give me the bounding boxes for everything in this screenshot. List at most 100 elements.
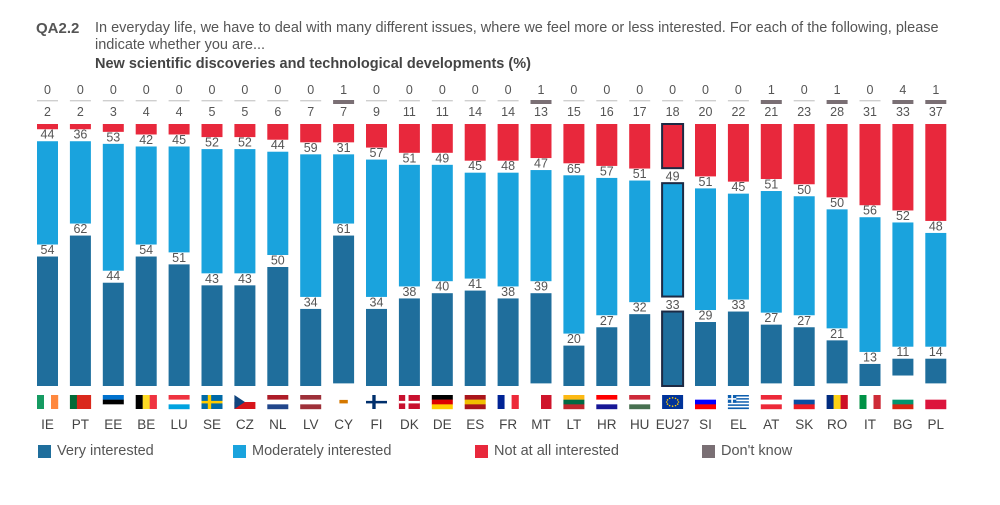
- very-bar-bg: [892, 358, 914, 376]
- flag-dk-icon: [398, 395, 420, 409]
- dontknow-mark-nl: [267, 100, 289, 102]
- moderately-bar-pl: [925, 232, 947, 347]
- category-label-de: DE: [433, 417, 452, 432]
- not-bar-nl: [267, 124, 289, 140]
- stacked-bar-chart: 024454IE023662PT035344EE044254BE044551LU…: [37, 83, 947, 432]
- very-label-lu: 51: [172, 251, 186, 265]
- very-bar-nl: [267, 267, 289, 386]
- dontknow-label-hr: 0: [603, 83, 610, 97]
- moderately-bar-de: [431, 164, 453, 282]
- dontknow-mark-hu: [629, 100, 651, 102]
- category-label-ro: RO: [827, 417, 847, 432]
- moderately-label-pt: 36: [73, 128, 87, 142]
- dontknow-mark-be: [135, 100, 157, 102]
- very-bar-ie: [37, 256, 58, 386]
- moderately-label-bg: 52: [896, 209, 910, 223]
- moderately-bar-pt: [69, 141, 91, 224]
- moderately-label-lu: 45: [172, 133, 186, 147]
- moderately-bar-cz: [234, 149, 256, 274]
- flag-el-icon: [727, 395, 749, 410]
- flag-fr-icon: [497, 395, 519, 409]
- flag-ee-icon: [102, 395, 124, 410]
- category-label-fi: FI: [371, 417, 383, 432]
- dontknow-mark-dk: [398, 100, 420, 102]
- category-label-dk: DK: [400, 417, 419, 432]
- category-label-mt: MT: [531, 417, 551, 432]
- flag-cz-icon: [234, 395, 256, 409]
- dontknow-mark-ie: [37, 100, 58, 102]
- very-label-dk: 38: [402, 285, 416, 299]
- very-bar-mt: [530, 293, 552, 384]
- very-bar-hu: [629, 314, 651, 386]
- moderately-label-sk: 50: [797, 183, 811, 197]
- flag-de-icon: [431, 395, 453, 410]
- dontknow-mark-eu27: [662, 100, 684, 102]
- very-bar-cy: [333, 235, 355, 384]
- not-bar-pl: [925, 124, 947, 221]
- category-label-pl: PL: [928, 417, 945, 432]
- not-bar-fr: [497, 124, 519, 161]
- very-bar-si: [695, 322, 716, 386]
- dontknow-label-eu27: 0: [669, 83, 676, 97]
- dontknow-mark-cz: [234, 100, 256, 102]
- not-label-mt: 13: [534, 105, 548, 119]
- moderately-bar-be: [135, 146, 157, 245]
- moderately-bar-cy: [333, 154, 355, 224]
- dontknow-label-cy: 1: [340, 83, 347, 97]
- very-bar-be: [135, 256, 157, 386]
- moderately-bar-hr: [596, 177, 618, 316]
- moderately-bar-eu27: [661, 182, 685, 298]
- very-bar-lv: [300, 308, 322, 386]
- very-label-ie: 54: [41, 243, 55, 257]
- not-label-cz: 5: [241, 105, 248, 119]
- dontknow-mark-fr: [497, 100, 519, 102]
- legend-label-very: Very interested: [57, 443, 154, 459]
- not-label-lu: 4: [176, 105, 183, 119]
- not-label-dk: 11: [403, 105, 416, 119]
- moderately-label-ie: 44: [41, 128, 55, 142]
- not-label-nl: 6: [274, 105, 281, 119]
- not-bar-lu: [168, 124, 190, 135]
- not-bar-be: [135, 124, 157, 135]
- category-label-bg: BG: [893, 417, 913, 432]
- dontknow-label-nl: 0: [274, 83, 281, 97]
- moderately-bar-si: [695, 188, 716, 311]
- dontknow-label-ro: 1: [834, 83, 841, 97]
- legend-swatch-very: [38, 444, 51, 458]
- very-label-fi: 34: [370, 295, 384, 309]
- not-bar-lv: [300, 124, 322, 143]
- category-label-se: SE: [203, 417, 221, 432]
- dontknow-label-fr: 0: [505, 83, 512, 97]
- not-bar-si: [695, 124, 716, 177]
- very-bar-fi: [366, 308, 387, 386]
- moderately-label-es: 45: [468, 159, 482, 173]
- flag-pl-icon: [925, 395, 947, 410]
- moderately-bar-fr: [497, 172, 519, 287]
- dontknow-label-bg: 4: [899, 83, 906, 97]
- not-bar-se: [201, 124, 223, 138]
- dontknow-mark-ro: [826, 100, 848, 104]
- flag-it-icon: [859, 395, 881, 409]
- moderately-bar-at: [760, 191, 782, 313]
- legend-item-dontknow: Don't know: [702, 443, 792, 459]
- dontknow-mark-it: [859, 100, 881, 102]
- flag-si-icon: [695, 395, 716, 410]
- moderately-bar-se: [201, 149, 223, 274]
- very-bar-ro: [826, 340, 848, 384]
- not-label-bg: 33: [896, 105, 910, 119]
- dontknow-mark-hr: [596, 100, 618, 102]
- dontknow-label-ee: 0: [110, 83, 117, 97]
- flag-mt-icon: [530, 395, 552, 409]
- moderately-label-at: 51: [764, 178, 778, 192]
- very-bar-lt: [563, 345, 585, 386]
- moderately-label-dk: 51: [402, 151, 416, 165]
- category-label-sk: SK: [795, 417, 813, 432]
- moderately-bar-it: [859, 217, 881, 352]
- moderately-bar-hu: [629, 180, 651, 303]
- moderately-label-se: 52: [205, 136, 219, 150]
- moderately-label-hu: 51: [633, 167, 647, 181]
- flag-pt-icon: [69, 395, 92, 409]
- legend-swatch-dontknow: [702, 444, 715, 458]
- not-label-fr: 14: [501, 105, 515, 119]
- flag-se-icon: [201, 395, 223, 409]
